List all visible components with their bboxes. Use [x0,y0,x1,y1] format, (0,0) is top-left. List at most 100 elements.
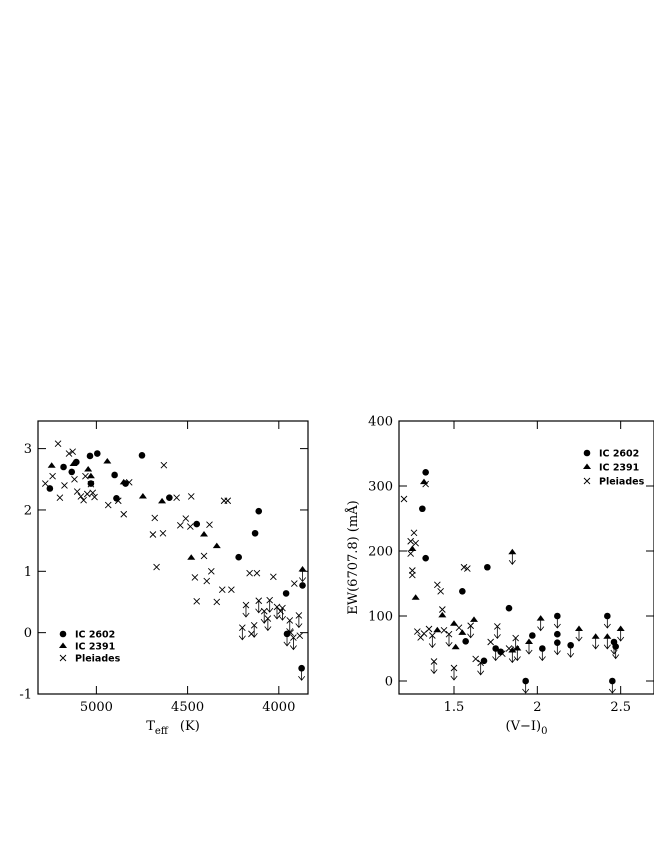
ic-2391-point [575,625,583,631]
pleiades-point [80,496,87,504]
upper-limit-arrow [525,642,533,655]
legend-marker-ic-2602 [583,449,591,457]
y-tick-label: 0 [24,626,32,641]
pleiades-point [246,569,253,577]
pleiades-point [277,607,284,615]
ic-2602-point [554,630,561,638]
x-tick-label: 2.5 [610,700,631,715]
upper-limit-arrow [492,648,500,662]
upper-limit-arrow [289,637,297,651]
pleiades-point [191,574,199,581]
legend-marker-pleiades [59,654,67,662]
upper-limit-arrow [553,616,561,629]
ic-2391-point [187,554,196,560]
x-tick-label: 5000 [80,700,113,715]
legend-marker-ic-2391 [59,642,67,648]
upper-limit-arrow [428,635,436,649]
pleiades-point [200,552,208,560]
y-axis-label: EW(6707.8) (mÅ) [345,500,361,614]
pleiades-point [296,632,304,640]
pleiades-point [160,461,168,469]
ic-2602-point [480,657,488,665]
pleiades-point [61,482,68,489]
upper-limit-arrow [445,634,453,647]
pleiades-point [270,573,277,581]
pleiades-point [151,514,159,522]
x-tick-label: 4000 [262,700,295,715]
ic-2391-point [212,542,221,549]
upper-limit-arrow [298,668,306,681]
pleiades-point [89,489,97,497]
upper-limit-arrow [603,616,611,629]
pleiades-point [77,493,85,500]
pleiades-point [505,645,513,652]
ic-2391-point [458,629,467,635]
upper-limit-arrow [467,625,475,639]
pleiades-point [187,523,194,530]
ic-2391-point [298,565,307,572]
y-tick-label: 200 [368,545,393,560]
x-axis-label: (V−I)0 [506,719,548,737]
legend-label: IC 2602 [75,630,115,641]
ic-2391-point [158,497,167,504]
upper-limit-arrow [299,569,307,583]
pleiades-point [434,581,441,589]
ic-2602-point [529,632,536,639]
pleiades-point [437,587,444,595]
ic-2602-point [251,529,259,537]
ic-2602-point [111,471,118,479]
pleiades-point [187,493,195,500]
legend-marker-ic-2602 [59,630,67,638]
ic-2602-point [193,520,201,528]
ic-2391-point [408,545,417,552]
upper-limit-arrow [512,638,520,651]
upper-limit-arrow [608,681,616,694]
panel-right-vi: 1.5 2 2.5 0 100 200 300 400 (V−I)0 EW(6707.8) (mÅ… [345,415,654,737]
plot-frame [398,420,654,695]
ic-2391-point [616,625,625,631]
upper-limit-arrow [522,681,530,694]
pleiades-point [182,515,190,522]
pleiades-point [207,567,215,575]
ic-2391-point [103,457,112,464]
legend-marker-ic-2391 [583,463,591,469]
ic-2391-point [508,646,517,653]
pleiades-point [290,580,298,587]
ic-2391-point [411,594,420,600]
pleiades-point [41,480,49,487]
pleiades-point [464,565,471,572]
pleiades-point [228,586,235,594]
ic-2602-point [86,452,94,460]
ic-2602-point [419,505,426,513]
legend-label: Pleiades [599,477,645,488]
pleiades-point [73,488,81,495]
ic-2391-point [86,472,95,479]
upper-limit-arrow [567,645,575,658]
x-tick-label: 2 [533,700,541,715]
upper-limit-arrow [278,608,286,621]
ic-2391-point [433,626,442,633]
y-tick-label: 0 [385,675,393,690]
ic-2602-point [484,563,491,571]
pleiades-point [83,490,91,498]
ic-2602-point [462,638,469,645]
pleiades-point [410,529,418,537]
upper-limit-arrow [266,600,274,613]
upper-limit-arrow [264,618,272,632]
pleiades-point [176,521,184,529]
pleiades-point [91,493,98,501]
y-tick-label: 2 [24,503,32,518]
upper-limit-arrow [575,629,583,642]
ic-2391-point [200,530,209,537]
ic-2391-point [69,460,78,466]
ic-2391-point [525,638,533,644]
pleiades-point [69,448,76,455]
upper-limit-arrow [477,662,485,676]
legend-label: Pleiades [75,654,121,665]
pleiades-point [54,440,62,448]
y-tick-label: 300 [368,480,393,495]
ic-2391-point [138,492,147,499]
ic-2602-point [235,553,242,561]
ic-2602-point [505,604,513,612]
